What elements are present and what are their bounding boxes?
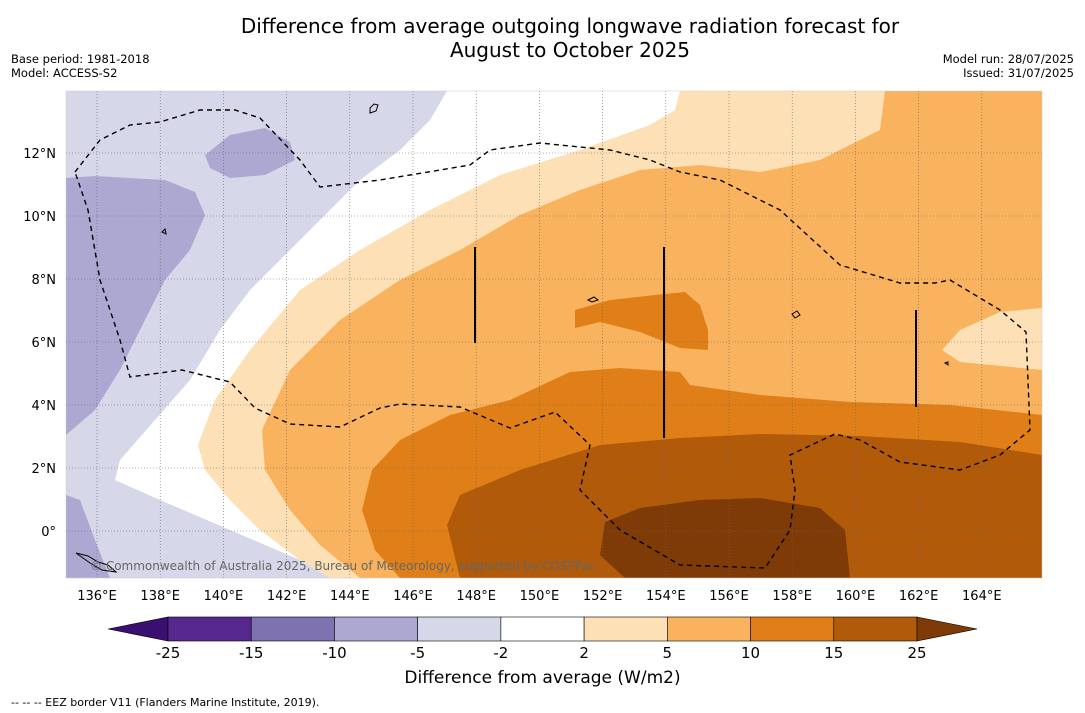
lon-tick-label: 144°E (330, 589, 370, 604)
colorbar-segment (500, 616, 585, 642)
latitude-labels: 12°N 10°N 8°N 6°N 4°N 2°N 0° (23, 147, 56, 540)
colorbar-segment (334, 616, 418, 642)
colorbar-tick-label: -10 (322, 644, 347, 662)
lon-tick-label: 138°E (140, 589, 180, 604)
map-title: Difference from average outgoing longwav… (0, 14, 1085, 62)
colorbar-tick-label: 5 (662, 644, 673, 662)
lon-tick-label: 142°E (267, 589, 307, 604)
island (791, 310, 801, 319)
lat-tick-label: 10°N (23, 210, 56, 225)
colorbar-segment (250, 616, 335, 642)
colorbar-tick-label: 25 (907, 644, 927, 662)
colorbar-segment (167, 616, 252, 642)
island-chain-markers (474, 247, 917, 438)
colorbar-title: Difference from average (W/m2) (404, 668, 681, 688)
island (943, 361, 949, 366)
lon-tick-label: 162°E (899, 589, 939, 604)
lon-tick-label: 146°E (393, 589, 433, 604)
island (161, 227, 167, 235)
copyright-notice: © Commonwealth of Australia 2025, Bureau… (90, 559, 595, 573)
colorbar-segment (833, 616, 918, 642)
colorbar-tick-label: -5 (410, 644, 426, 662)
lon-tick-label: 136°E (77, 589, 117, 604)
lat-tick-label: 12°N (23, 147, 56, 162)
contour-dark-orange-2 (575, 292, 708, 350)
colorbar (107, 616, 978, 642)
lon-tick-label: 164°E (962, 589, 1002, 604)
colorbar-segment (667, 616, 751, 642)
lon-tick-label: 160°E (836, 589, 876, 604)
islands (75, 103, 949, 573)
lat-tick-label: 8°N (32, 273, 57, 288)
lon-tick-label: 156°E (709, 589, 749, 604)
contour-medium-lavender-3 (66, 495, 110, 578)
colorbar-tick-label: -25 (155, 644, 181, 662)
island (75, 552, 118, 573)
island (586, 296, 600, 303)
base-period: Base period: 1981-2018 (11, 52, 150, 66)
contour-medium-lavender-2 (205, 128, 295, 178)
issued-date: Issued: 31/07/2025 (963, 66, 1074, 80)
title-line-1: Difference from average outgoing longwav… (240, 14, 900, 38)
map-frame (65, 90, 1043, 579)
colorbar-extend-high (916, 616, 978, 642)
colorbar-extend-low (107, 616, 169, 642)
island (369, 103, 379, 114)
lon-tick-label: 150°E (520, 589, 560, 604)
eez-footnote: -- -- -- EEZ border V11 (Flanders Marine… (11, 696, 320, 709)
map-field (66, 91, 1042, 578)
lon-tick-label: 158°E (772, 589, 812, 604)
colorbar-tick-label: 15 (824, 644, 844, 662)
lat-tick-label: 2°N (32, 462, 57, 477)
lon-tick-label: 154°E (646, 589, 686, 604)
lon-tick-label: 140°E (204, 589, 244, 604)
lat-tick-label: 4°N (32, 399, 57, 414)
model-run-info: Model run: 28/07/2025 Issued: 31/07/2025 (943, 52, 1074, 80)
colorbar-segment (583, 616, 668, 642)
base-period-info: Base period: 1981-2018 Model: ACCESS-S2 (11, 52, 150, 80)
model-run-date: Model run: 28/07/2025 (942, 52, 1074, 66)
colorbar-segment (750, 616, 835, 642)
colorbar-tick-label: 10 (741, 644, 761, 662)
colorbar-tick-label: -2 (493, 644, 509, 662)
model-name: Model: ACCESS-S2 (11, 66, 118, 80)
contour-medium-lavender (66, 176, 205, 435)
gridlines (66, 91, 1042, 578)
colorbar-segment (417, 616, 502, 642)
colorbar-tick-label: -15 (238, 644, 264, 662)
longitude-labels: 136°E 138°E 140°E 142°E 144°E 146°E 148°E 150°E… (77, 589, 1001, 604)
lon-tick-label: 152°E (583, 589, 623, 604)
contour-darkest-brown (600, 498, 850, 578)
lon-tick-label: 148°E (456, 589, 496, 604)
title-line-2: August to October 2025 (449, 38, 691, 62)
lat-tick-label: 6°N (32, 336, 57, 351)
colorbar-tick-label: 2 (579, 644, 589, 662)
lat-tick-label: 0° (41, 525, 56, 540)
